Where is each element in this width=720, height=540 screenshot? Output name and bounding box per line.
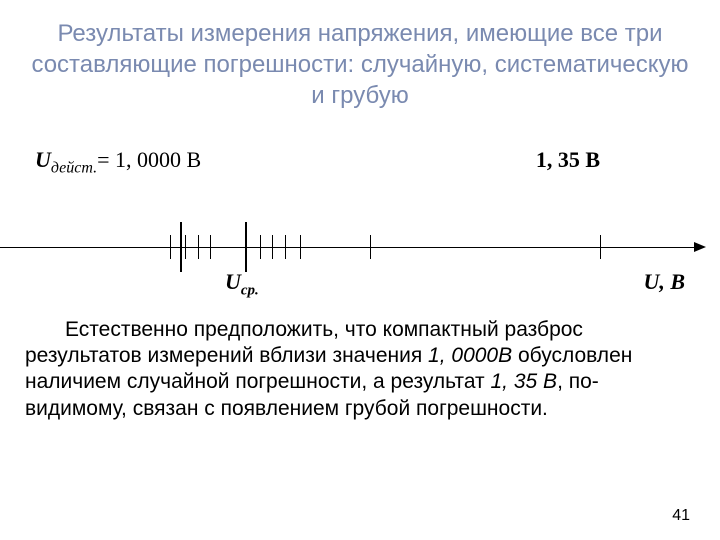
axis-tick	[370, 235, 371, 259]
axis-tick	[198, 235, 199, 259]
axis-line	[0, 247, 700, 248]
axis-arrow-icon	[694, 242, 706, 252]
axis-tick	[285, 235, 286, 259]
para-v2: 1, 35 В	[491, 370, 558, 393]
axis-tick	[210, 235, 211, 259]
ucp-var: U	[225, 269, 241, 294]
axis-tick	[600, 235, 601, 259]
page-number: 41	[672, 507, 690, 525]
u-true-label: Uдейст.= 1, 0000 В	[35, 147, 201, 177]
value-labels-row: Uдейст.= 1, 0000 В 1, 35 В	[0, 112, 720, 177]
axis-tick	[185, 235, 186, 259]
ucp-sub: ср.	[241, 282, 259, 298]
para-v1: 1, 0000В	[428, 344, 512, 367]
number-line: Uср. U, B	[0, 207, 720, 317]
u-mean-label: Uср.	[225, 269, 259, 299]
axis-tick-tall	[180, 222, 182, 272]
explanation-paragraph: Естественно предположить, что компактный…	[0, 317, 720, 422]
axis-tick-tall	[245, 222, 247, 272]
u-sub: дейст.	[51, 159, 97, 176]
u-var: U	[35, 147, 51, 172]
axis-tick	[260, 235, 261, 259]
axis-tick	[300, 235, 301, 259]
u-eq: = 1, 0000 В	[97, 147, 201, 172]
axis-tick	[170, 235, 171, 259]
slide-title: Результаты измерения напряжения, имеющие…	[0, 0, 720, 112]
axis-unit-label: U, B	[643, 269, 685, 295]
axis-tick	[272, 235, 273, 259]
outlier-value: 1, 35 В	[536, 147, 660, 177]
